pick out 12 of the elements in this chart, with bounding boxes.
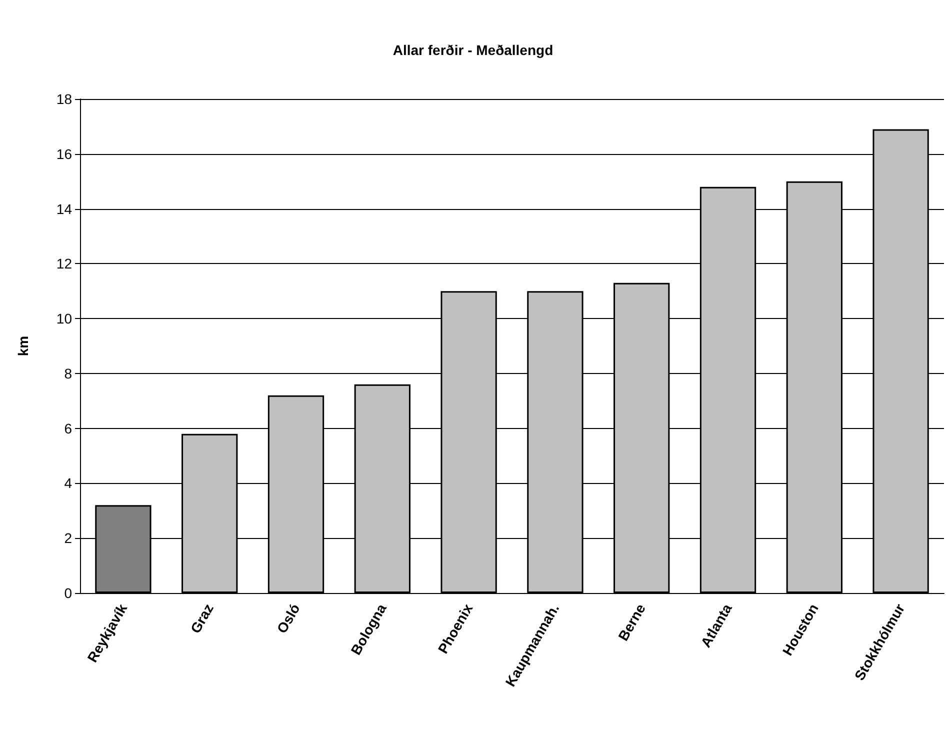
y-tick-label: 6: [64, 420, 72, 436]
y-tick-label: 12: [56, 256, 72, 272]
y-tick-label: 16: [56, 146, 72, 162]
y-tick-label: 0: [64, 585, 72, 601]
y-tick-label: 8: [64, 365, 72, 382]
y-tick-label: 18: [56, 91, 72, 107]
y-tick-label: 14: [56, 200, 72, 217]
y-tick-label: 10: [56, 310, 72, 327]
y-axis-title: km: [15, 336, 31, 356]
chart-title: Allar ferðir - Meðallengd: [392, 42, 554, 58]
y-tick-label: 4: [64, 475, 72, 492]
y-tick-label: 2: [64, 530, 72, 546]
